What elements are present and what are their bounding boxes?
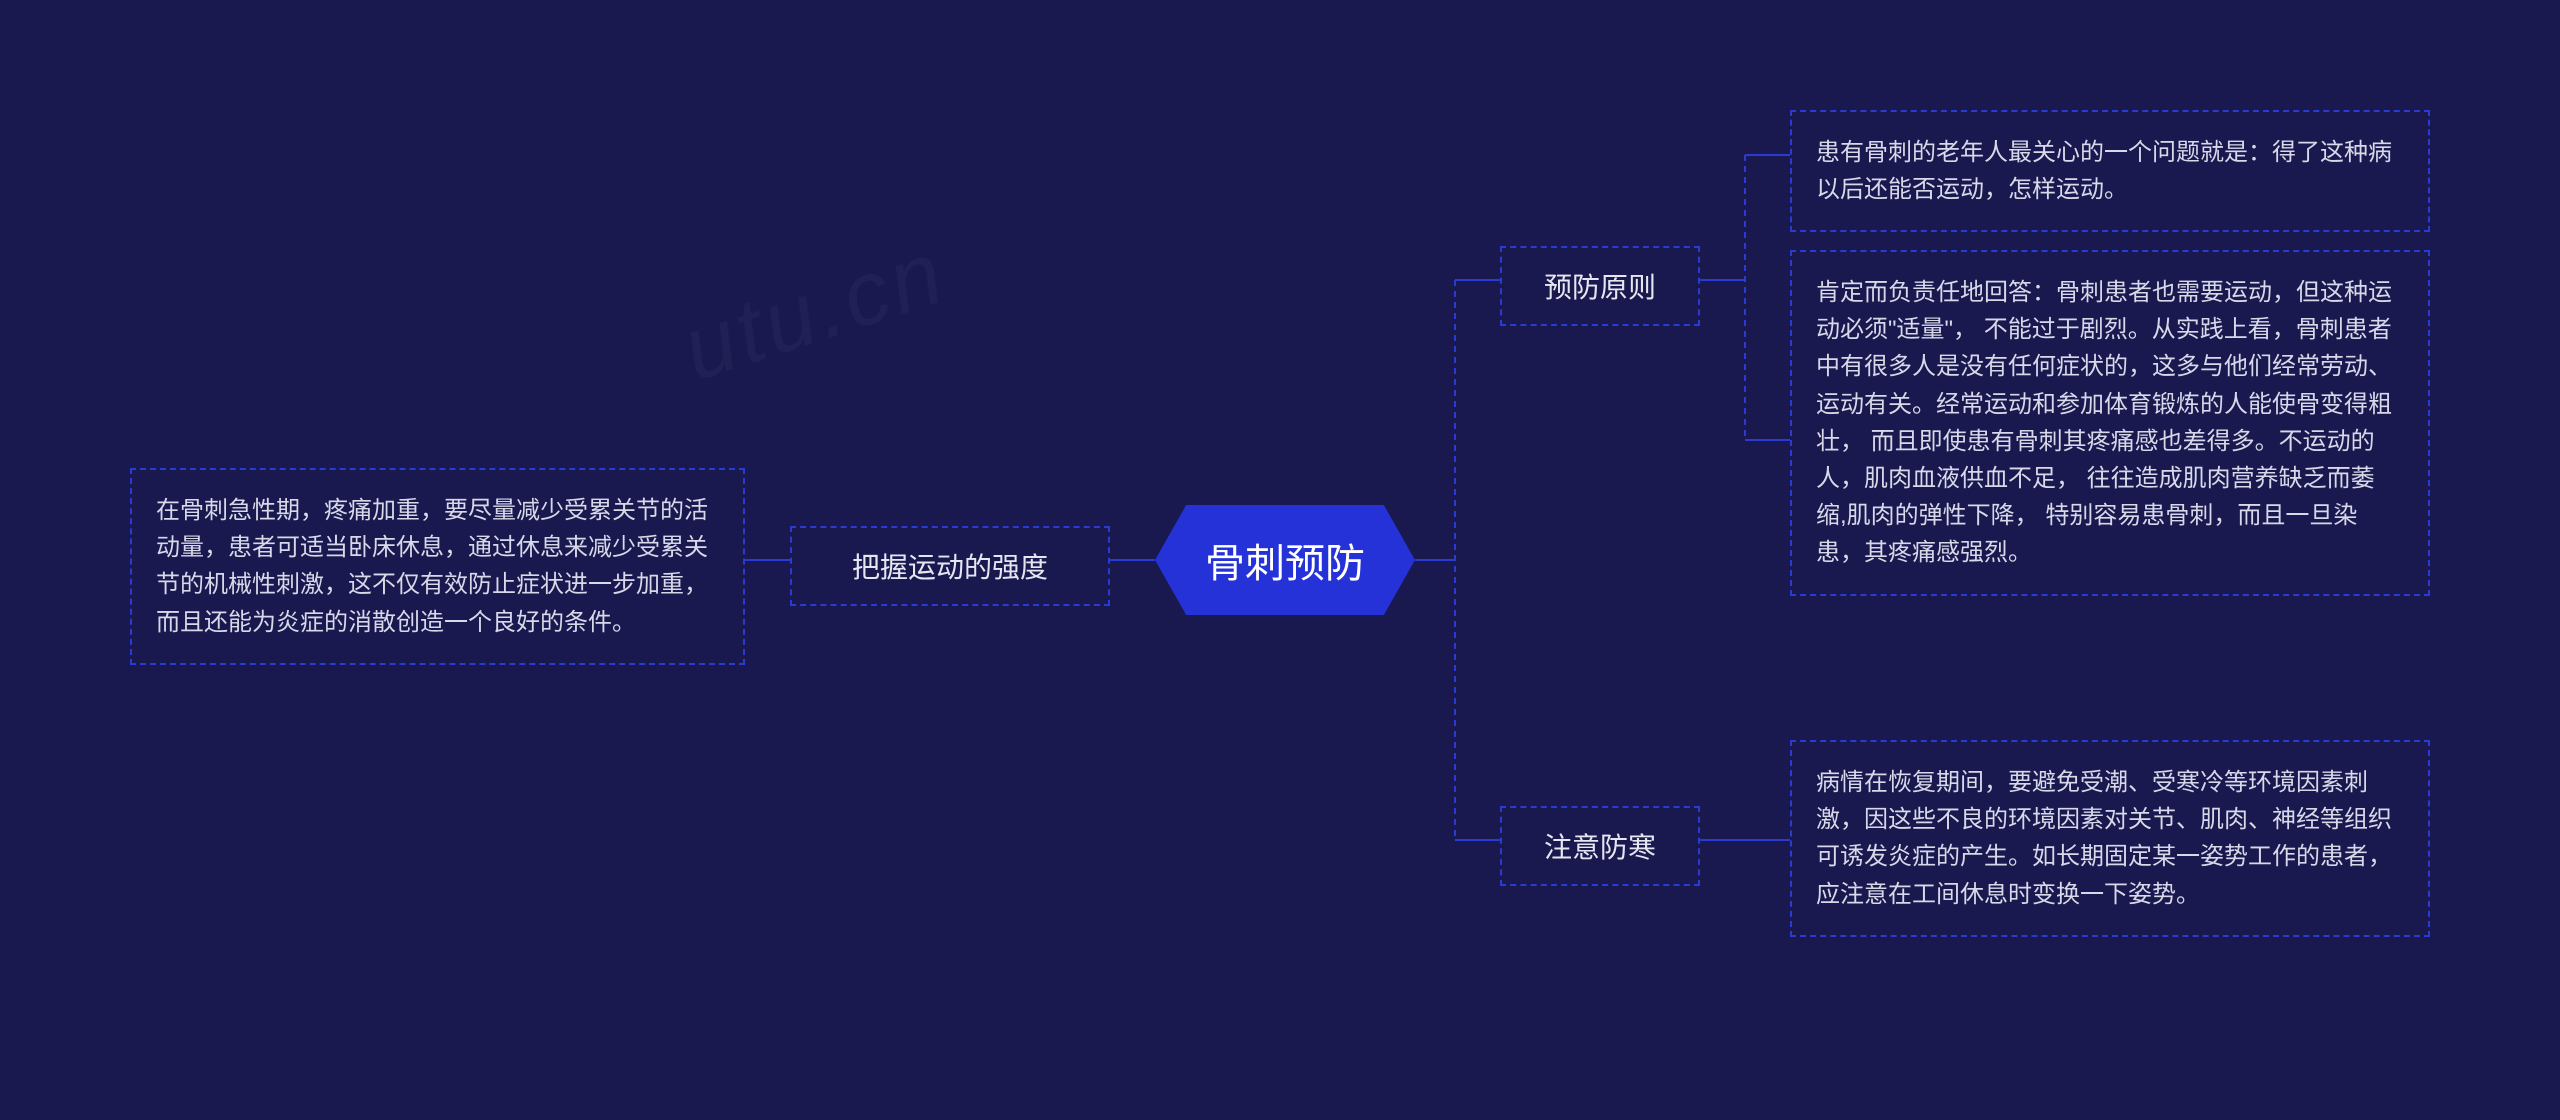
left-branch-box: 把握运动的强度 (790, 526, 1110, 606)
center-node: 骨刺预防 (1155, 505, 1415, 615)
right-top-branch-box: 预防原则 (1500, 246, 1700, 326)
right-bottom-detail: 病情在恢复期间，要避免受潮、受寒冷等环境因素刺激，因这些不良的环境因素对关节、肌… (1790, 740, 2430, 937)
right-top-detail-a: 患有骨刺的老年人最关心的一个问题就是：得了这种病以后还能否运动，怎样运动。 (1790, 110, 2430, 232)
right-top-detail-b: 肯定而负责任地回答：骨刺患者也需要运动，但这种运动必须"适量"， 不能过于剧烈。… (1790, 250, 2430, 596)
left-detail-box: 在骨刺急性期，疼痛加重，要尽量减少受累关节的活动量，患者可适当卧床休息，通过休息… (130, 468, 745, 665)
watermark: utu.cn (671, 221, 959, 402)
right-bottom-branch-box: 注意防寒 (1500, 806, 1700, 886)
